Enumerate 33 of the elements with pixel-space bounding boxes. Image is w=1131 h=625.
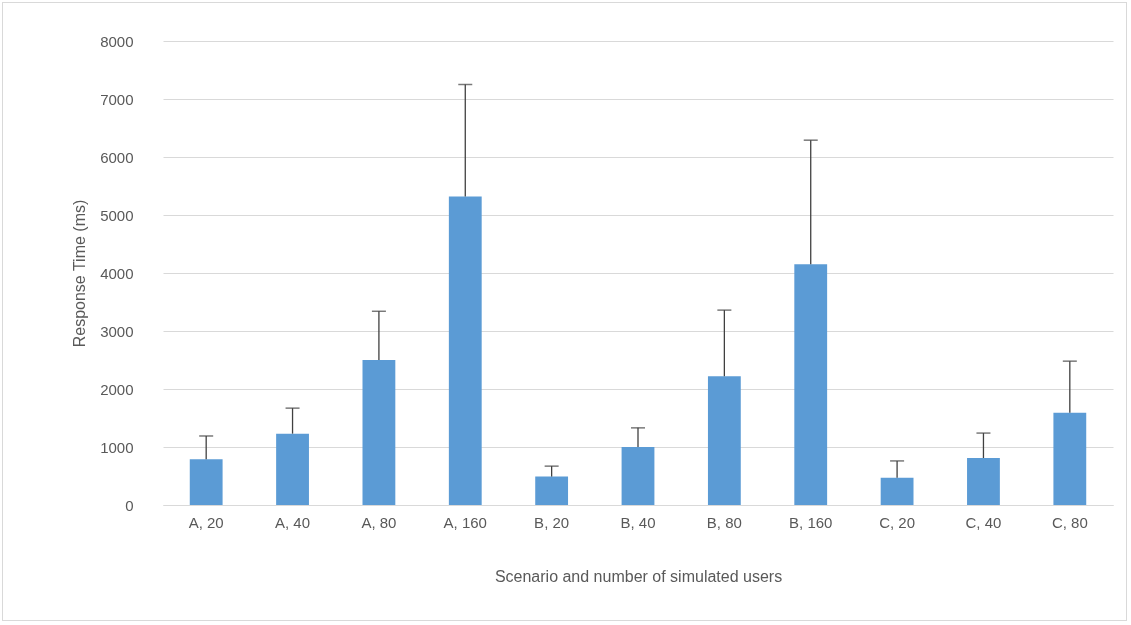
bar [967, 458, 1000, 505]
bar [535, 476, 569, 505]
x-tick-label: A, 20 [188, 513, 224, 531]
bar [362, 360, 396, 505]
bar [880, 477, 914, 505]
bar [794, 264, 828, 505]
x-tick-label: B, 160 [789, 513, 833, 531]
y-tick-label: 6000 [100, 148, 134, 166]
x-tick-label: C, 20 [879, 513, 916, 531]
y-tick-label: 8000 [100, 32, 134, 50]
bar [448, 196, 482, 505]
y-tick-label: 5000 [100, 206, 134, 224]
x-tick-label: C, 80 [1051, 513, 1088, 531]
y-tick-label: 3000 [100, 322, 134, 340]
bar [276, 433, 309, 505]
y-tick-label: 4000 [100, 264, 134, 282]
x-tick-label: B, 80 [706, 513, 742, 531]
x-tick-label: A, 160 [443, 513, 487, 531]
y-tick-label: 7000 [100, 90, 134, 108]
y-tick-label: 0 [125, 496, 134, 514]
bar [189, 459, 223, 505]
y-axis-title: Response Time (ms) [71, 199, 89, 348]
x-tick-label: B, 20 [534, 513, 570, 531]
x-tick-label: C, 40 [965, 513, 1002, 531]
bar [621, 447, 655, 505]
x-axis-title: Scenario and number of simulated users [494, 567, 783, 585]
x-tick-label: A, 80 [361, 513, 397, 531]
bar [707, 376, 741, 505]
bar [1053, 412, 1087, 505]
x-tick-label: A, 40 [275, 513, 311, 531]
y-tick-label: 1000 [100, 438, 134, 456]
y-tick-label: 2000 [100, 380, 134, 398]
x-tick-label: B, 40 [620, 513, 656, 531]
